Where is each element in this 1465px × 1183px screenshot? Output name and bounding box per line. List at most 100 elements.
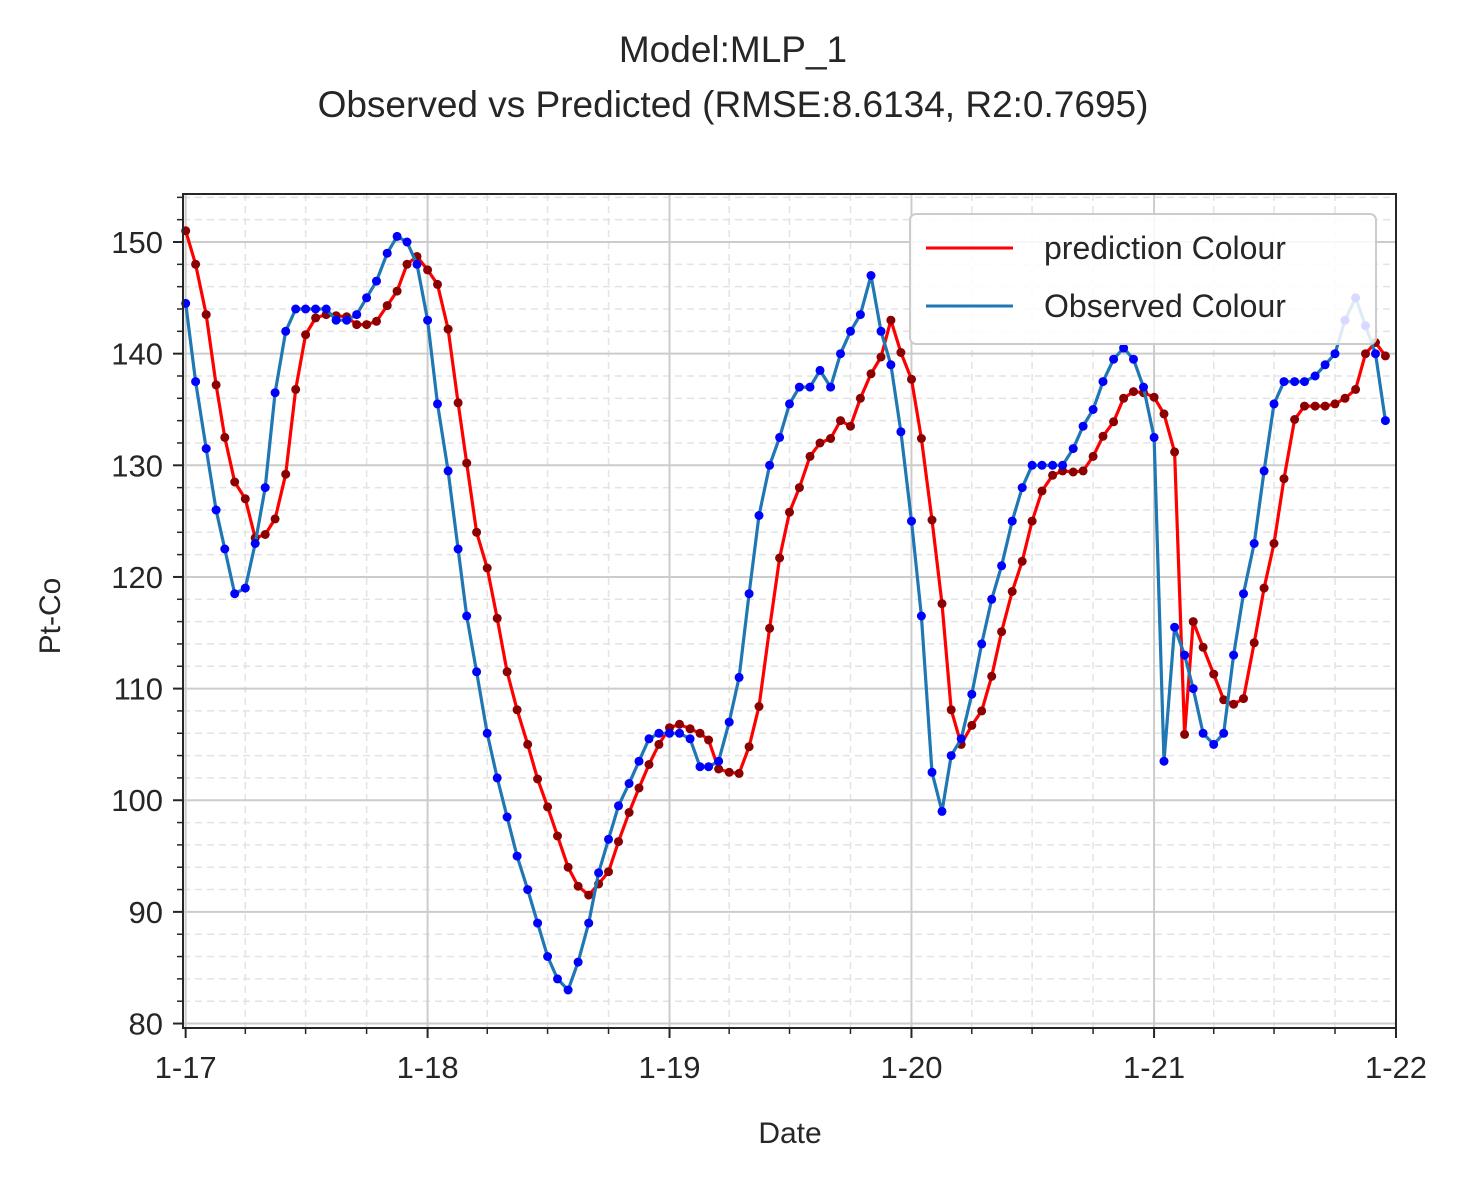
x-tick-label: 1-18 xyxy=(397,1050,459,1085)
observed-point xyxy=(240,583,250,593)
observed-point xyxy=(512,851,522,861)
prediction-point xyxy=(1159,409,1169,419)
prediction-point xyxy=(563,862,573,872)
observed-point xyxy=(352,310,362,320)
prediction-point xyxy=(937,599,947,609)
prediction-point xyxy=(896,348,906,357)
observed-point xyxy=(765,460,775,470)
observed-point xyxy=(543,952,553,961)
prediction-point xyxy=(533,774,543,784)
prediction-point xyxy=(634,783,644,793)
observed-point xyxy=(281,326,291,336)
x-tick-label: 1-21 xyxy=(1123,1050,1185,1085)
observed-point xyxy=(805,382,815,392)
prediction-point xyxy=(624,808,634,817)
observed-point xyxy=(695,762,705,772)
legend-label-prediction: prediction Colour xyxy=(1044,230,1286,266)
observed-point xyxy=(220,544,230,554)
prediction-point xyxy=(644,760,654,769)
prediction-point xyxy=(704,735,714,745)
prediction-point xyxy=(967,720,977,730)
observed-point xyxy=(472,667,482,677)
prediction-point xyxy=(1209,669,1219,679)
observed-point xyxy=(644,734,654,744)
observed-point xyxy=(946,751,956,761)
prediction-point xyxy=(392,286,402,296)
observed-point xyxy=(654,728,664,738)
observed-point xyxy=(1017,483,1027,493)
prediction-point xyxy=(1380,351,1390,361)
observed-point xyxy=(1269,399,1279,409)
prediction-point xyxy=(1180,729,1190,739)
x-tick-label: 1-17 xyxy=(155,1050,217,1085)
observed-point xyxy=(1300,377,1309,387)
series-layer xyxy=(181,226,1390,995)
observed-point xyxy=(1249,539,1259,548)
prediction-point xyxy=(220,432,230,442)
prediction-point xyxy=(270,514,280,524)
observed-point xyxy=(1109,354,1119,364)
prediction-point xyxy=(240,494,250,504)
legend-box xyxy=(909,213,1377,345)
prediction-point xyxy=(734,768,744,778)
observed-point xyxy=(967,689,977,699)
prediction-point xyxy=(805,451,815,461)
y-tick-label: 150 xyxy=(111,225,163,260)
prediction-point xyxy=(1279,474,1289,484)
prediction-point xyxy=(1340,393,1350,403)
prediction-point xyxy=(211,380,221,390)
prediction-point xyxy=(1078,466,1088,476)
y-tick-label: 100 xyxy=(111,783,163,818)
prediction-point xyxy=(977,706,987,716)
observed-line xyxy=(184,234,1387,992)
observed-point xyxy=(211,505,221,515)
observed-point xyxy=(1239,589,1248,599)
prediction-point xyxy=(1330,399,1340,409)
observed-point xyxy=(1078,421,1088,431)
prediction-point xyxy=(744,742,754,752)
observed-point xyxy=(382,248,392,258)
prediction-point xyxy=(614,837,623,847)
observed-point xyxy=(201,444,211,454)
prediction-point xyxy=(281,469,291,479)
observed-point xyxy=(754,511,764,520)
prediction-point xyxy=(472,527,482,537)
prediction-point xyxy=(443,324,453,334)
observed-point xyxy=(886,360,896,370)
observed-point xyxy=(1088,405,1098,414)
observed-point xyxy=(1037,460,1047,470)
observed-point xyxy=(1259,466,1269,476)
prediction-point xyxy=(724,767,734,777)
observed-point xyxy=(956,734,966,744)
prediction-point xyxy=(916,434,926,443)
observed-point xyxy=(423,315,433,325)
prediction-point xyxy=(1088,451,1098,461)
prediction-point xyxy=(201,310,211,320)
observed-point xyxy=(482,728,492,738)
prediction-point xyxy=(453,398,463,408)
prediction-point xyxy=(502,667,512,677)
prediction-point xyxy=(946,705,956,715)
prediction-point xyxy=(543,802,553,812)
y-tick-label: 110 xyxy=(114,672,163,707)
observed-point xyxy=(502,812,512,822)
x-tick-label: 1-22 xyxy=(1365,1050,1427,1085)
observed-point xyxy=(1188,684,1198,694)
prediction-point xyxy=(927,515,937,525)
observed-point xyxy=(724,717,734,727)
observed-point xyxy=(1371,349,1380,359)
prediction-point xyxy=(1239,694,1248,704)
observed-point xyxy=(614,801,623,811)
chart-title-line1: Model:MLP_1 xyxy=(619,29,847,70)
observed-point xyxy=(250,539,260,548)
observed-point xyxy=(1068,444,1078,454)
observed-point xyxy=(846,326,855,336)
observed-point xyxy=(1198,728,1208,738)
prediction-point xyxy=(604,867,613,877)
observed-point xyxy=(492,773,502,783)
observed-point xyxy=(1027,460,1037,470)
prediction-point xyxy=(1170,447,1180,457)
observed-point xyxy=(997,561,1007,571)
prediction-point xyxy=(1188,617,1198,627)
